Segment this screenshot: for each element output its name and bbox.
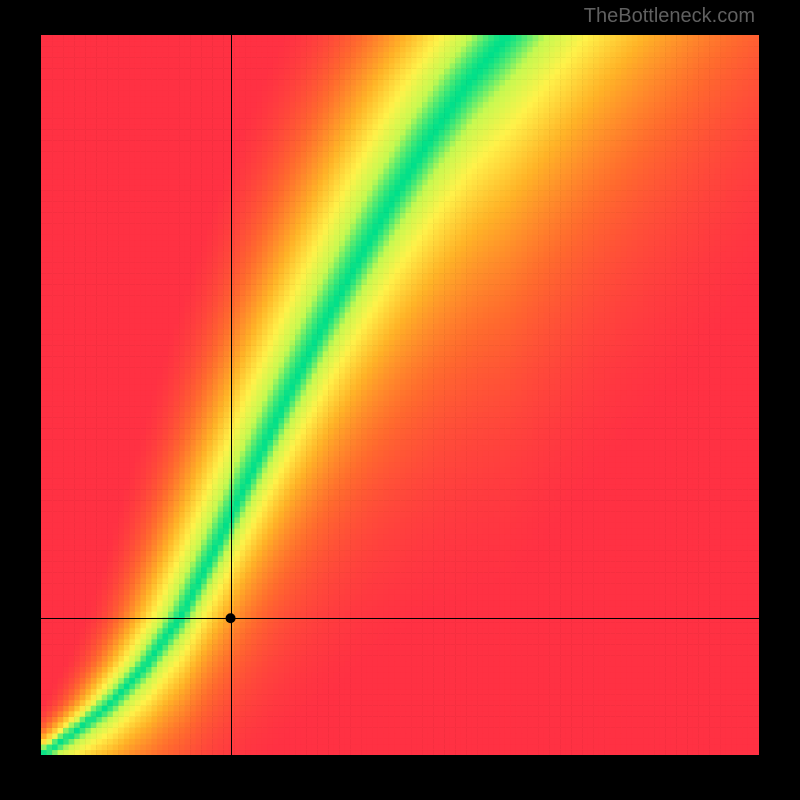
bottleneck-heatmap — [41, 35, 759, 755]
watermark-text: TheBottleneck.com — [584, 5, 755, 28]
chart-frame: TheBottleneck.com — [0, 0, 800, 800]
